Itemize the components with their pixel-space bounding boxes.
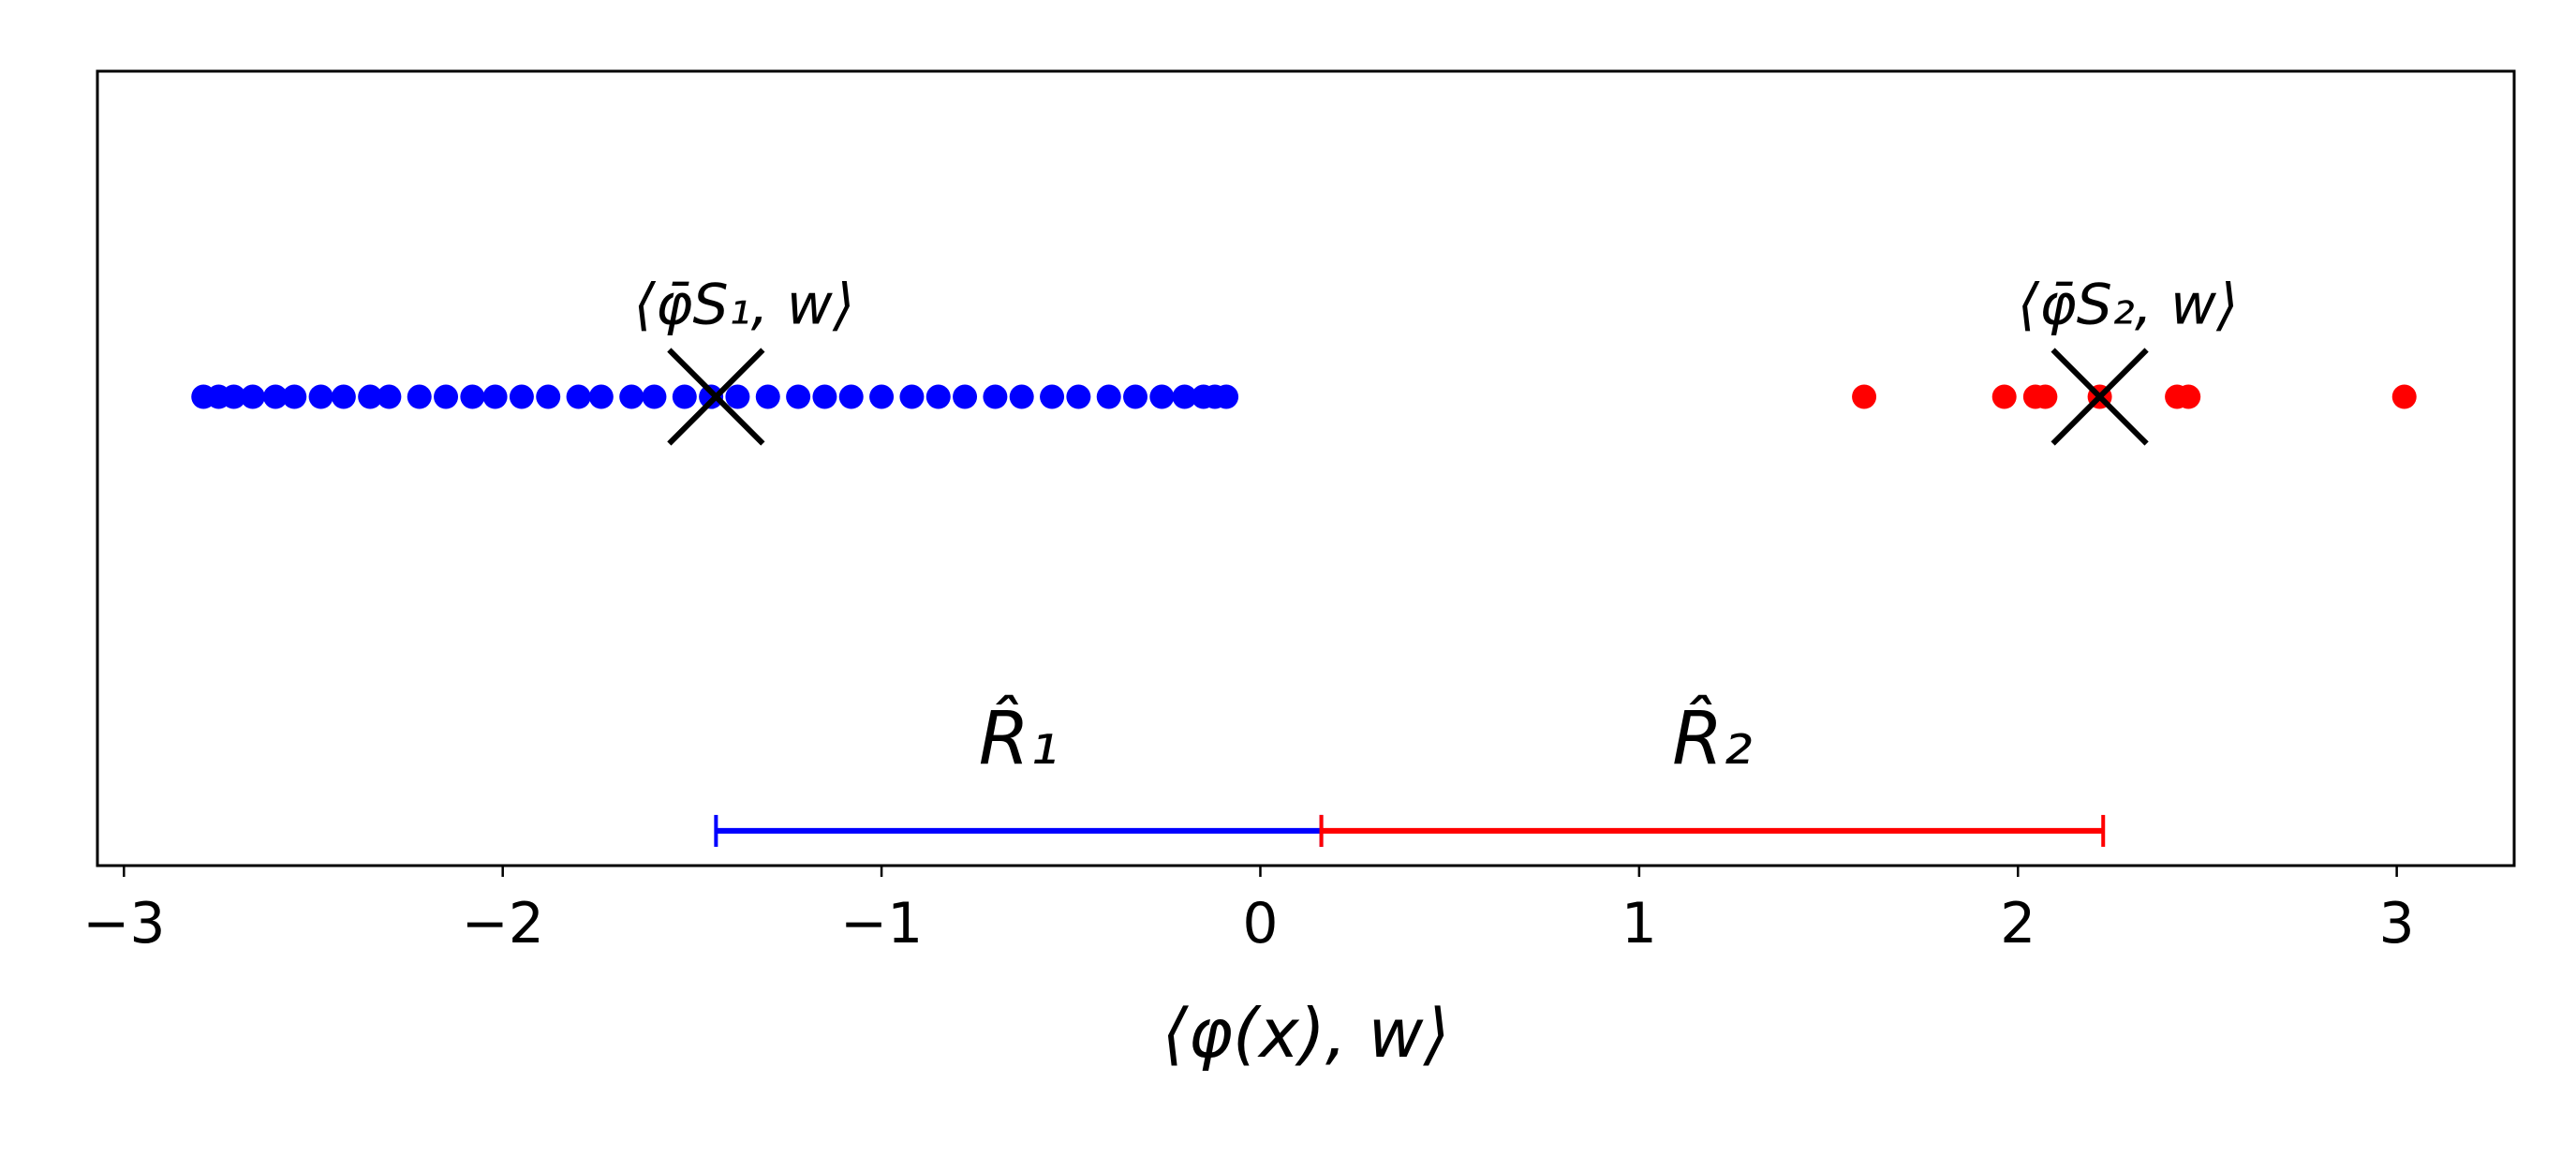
point [953,384,978,409]
point [1852,384,1877,409]
point [925,384,951,409]
point [1149,384,1175,409]
point [1123,384,1148,409]
mean-label: ⟨φ̄S₂, w⟩ [2018,273,2239,338]
mean-marker [667,348,765,446]
point [699,384,724,409]
mean-marker [2050,348,2149,446]
point [838,384,864,409]
x-tick-label: −2 [461,891,543,956]
point [509,384,534,409]
point [482,384,508,409]
point [282,384,307,409]
point [588,384,614,409]
point [1991,384,2017,409]
point [377,384,402,409]
point [869,384,895,409]
point [1214,384,1239,409]
x-tick-label: 2 [2000,891,2036,956]
point [1040,384,1065,409]
point [308,384,333,409]
point [221,384,246,409]
point [2033,384,2058,409]
point [1009,384,1034,409]
x-tick-label: −1 [840,891,923,956]
interval-label: R̂₁ [979,696,1059,781]
point [536,384,561,409]
point [460,384,485,409]
point [642,384,667,409]
x-tick-label: 0 [1242,891,1278,956]
mean-label: ⟨φ̄S₁, w⟩ [633,273,854,338]
point [1066,384,1091,409]
x-axis-label: ⟨φ(x), w⟩ [1162,994,1449,1073]
point [331,384,356,409]
point [983,384,1008,409]
interval-label: R̂₂ [1672,696,1752,781]
point [407,384,432,409]
point [240,384,265,409]
x-tick-label: −3 [82,891,165,956]
x-tick-label: 3 [2379,891,2415,956]
point [1172,384,1197,409]
x-tick-label: 1 [1621,891,1657,956]
point [755,384,780,409]
point [358,384,383,409]
point [672,384,697,409]
point [786,384,811,409]
plot-frame [96,69,2516,867]
point [725,384,750,409]
point [812,384,837,409]
point [434,384,459,409]
point [1096,384,1121,409]
point [619,384,644,409]
point [2391,384,2417,409]
point [566,384,591,409]
point [899,384,925,409]
point [263,384,289,409]
point [2176,384,2201,409]
